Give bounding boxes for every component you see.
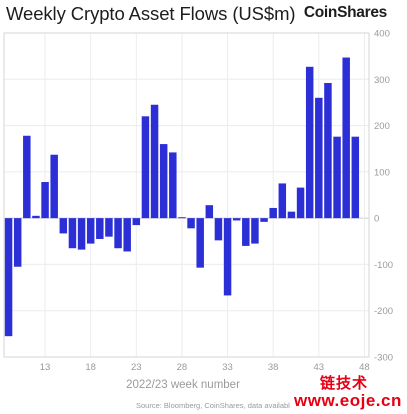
bar-week-9 [4, 218, 13, 337]
bar-week-25 [150, 104, 159, 219]
bar-week-24 [141, 116, 150, 219]
x-tick-label: 33 [222, 362, 233, 373]
bar-week-26 [159, 144, 168, 219]
bar-week-28 [178, 217, 186, 219]
bar-week-14 [50, 154, 58, 219]
watermark-top-text: 链技术 [320, 375, 369, 392]
bar-week-34 [232, 218, 241, 221]
bar-week-47 [351, 136, 360, 219]
y-tick-label: 300 [374, 75, 390, 86]
source-note: Source: Bloomberg, CoinShares, data avai… [136, 401, 295, 410]
y-tick-label: 400 [374, 29, 390, 40]
bar-week-44 [324, 82, 332, 219]
coinshares-logo: CoinShares [303, 4, 387, 21]
bar-week-17 [77, 218, 86, 250]
plot-frame [3, 32, 370, 358]
y-tick-label: 100 [374, 167, 390, 178]
bar-week-36 [251, 218, 259, 244]
bar-week-41 [296, 187, 305, 219]
x-tick-label: 13 [40, 362, 51, 373]
x-tick-label: 43 [314, 362, 325, 373]
x-tick-label: 23 [131, 362, 142, 373]
bar-week-39 [278, 183, 287, 219]
bar-week-20 [105, 218, 113, 237]
y-tick-label: 200 [374, 121, 390, 132]
bar-week-12 [32, 215, 40, 219]
bar-week-30 [196, 218, 204, 268]
bar-week-27 [169, 152, 177, 219]
bar-week-42 [305, 66, 314, 219]
bar-week-11 [23, 135, 31, 219]
y-tick-label: -200 [374, 306, 393, 317]
watermark-url: www.eoje.cn [294, 391, 402, 410]
bar-week-16 [68, 218, 77, 249]
x-tick-label: 48 [359, 362, 370, 373]
bar-week-32 [214, 218, 223, 241]
watermark: 链技术 www.eoje.cn [290, 370, 407, 414]
x-axis-label: 2022/23 week number [126, 379, 240, 391]
bar-week-13 [41, 182, 49, 219]
bar-week-37 [260, 218, 268, 222]
bar-week-33 [223, 218, 232, 296]
y-tick-label: 0 [374, 214, 379, 225]
bar-week-40 [287, 211, 296, 219]
bar-week-38 [269, 207, 277, 219]
bar-week-35 [242, 218, 250, 246]
x-tick-label: 38 [268, 362, 279, 373]
bar-week-43 [315, 97, 323, 219]
bar-week-18 [86, 218, 95, 244]
bar-week-21 [114, 218, 122, 249]
bar-week-10 [13, 218, 22, 267]
chart-title: Weekly Crypto Asset Flows (US$m) [6, 3, 296, 24]
bar-week-19 [96, 218, 104, 239]
bar-week-29 [187, 218, 195, 229]
bar-week-45 [333, 136, 341, 219]
bar-week-31 [205, 205, 214, 219]
bar-week-22 [123, 218, 131, 252]
y-tick-label: -300 [374, 353, 393, 364]
bar-week-46 [342, 57, 350, 219]
x-tick-label: 18 [85, 362, 96, 373]
y-tick-label: -100 [374, 260, 393, 271]
bar-week-15 [59, 218, 68, 234]
bar-week-23 [132, 218, 141, 226]
x-tick-label: 28 [177, 362, 188, 373]
